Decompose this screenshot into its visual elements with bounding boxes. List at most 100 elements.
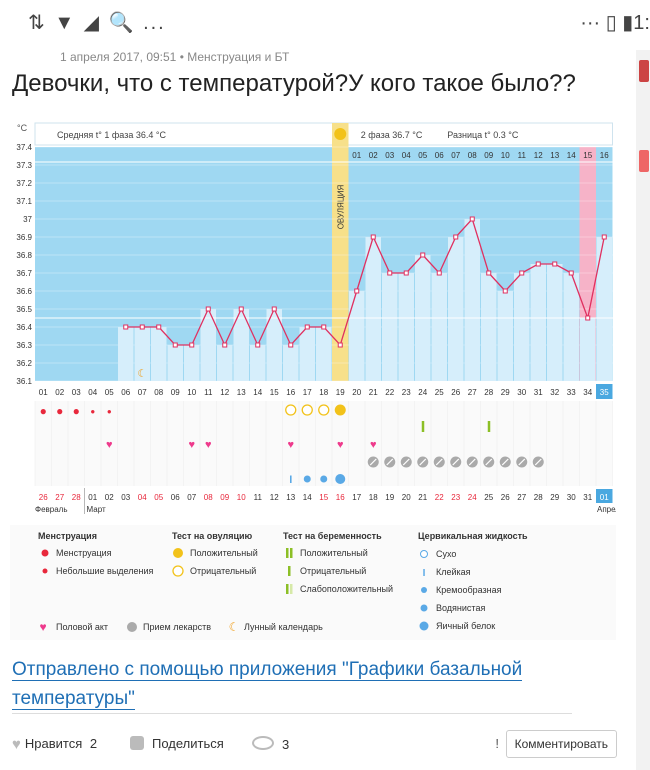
- post-ov-day-label: 09: [484, 151, 493, 160]
- cycle-day-label: 13: [237, 388, 246, 397]
- calendar-date-label: 21: [418, 493, 427, 502]
- mucus-watery-icon: [335, 474, 346, 484]
- temperature-bar: [464, 219, 480, 381]
- cycle-day-label: 29: [501, 388, 510, 397]
- legend-preg-negative-icon: [288, 566, 291, 576]
- temperature-bar: [365, 237, 381, 381]
- temperature-bar: [217, 345, 233, 381]
- legend-preg-weak-icon: [286, 584, 289, 594]
- ov-test-positive-icon: [334, 404, 346, 416]
- temperature-bar: [134, 327, 150, 381]
- temperature-point: [222, 342, 228, 348]
- legend-mucus-dry: Сухо: [436, 549, 456, 559]
- legend-menstruation-icon: [41, 549, 49, 557]
- moon-icon: ☾: [137, 368, 147, 380]
- temperature-point: [585, 315, 591, 321]
- calendar-date-label: 31: [583, 493, 592, 502]
- legend-mucus-dry-icon: [420, 550, 428, 558]
- temperature-bar: [151, 327, 167, 381]
- post-ov-day-label: 03: [385, 151, 394, 160]
- current-date-highlight: [596, 489, 613, 503]
- spotting-drop-icon: ●: [90, 407, 95, 416]
- temperature-point: [321, 324, 327, 330]
- temperature-point: [354, 288, 360, 294]
- intercourse-heart-icon: ♥: [287, 439, 294, 451]
- ov-test-negative-icon: [285, 404, 297, 416]
- medication-icon-slash: [468, 458, 476, 466]
- app-link-text[interactable]: Отправлено с помощью приложения "Графики…: [12, 659, 523, 710]
- calendar-date-label: 01: [600, 493, 609, 502]
- post-actions: ♥ Нравится 2 Поделиться 3 ! Комментироват…: [12, 730, 617, 760]
- like-button[interactable]: ♥ Нравится 2: [12, 736, 97, 753]
- legend-lunar-icon: ☾: [229, 620, 240, 634]
- temperature-bar: [349, 291, 365, 381]
- temperature-bar: [530, 264, 546, 381]
- calendar-date-label: 06: [171, 493, 180, 502]
- temperature-point: [139, 324, 145, 330]
- share-icon: [130, 736, 144, 750]
- temperature-bar: [184, 345, 200, 381]
- medication-icon-slash: [402, 458, 410, 466]
- y-unit: °C: [17, 123, 28, 133]
- calendar-date-label: 13: [286, 493, 295, 502]
- report-icon[interactable]: !: [495, 736, 499, 751]
- post-ov-day-label: 15: [583, 151, 592, 160]
- medication-icon-slash: [435, 458, 443, 466]
- cycle-day-label: 21: [369, 388, 378, 397]
- menstruation-drop-icon: ●: [73, 404, 80, 418]
- intercourse-heart-icon: ♥: [337, 439, 344, 451]
- post-ov-day-label: 11: [518, 151, 527, 160]
- temperature-bar: [118, 327, 134, 381]
- phase2-label: 2 фаза 36.7 °C: [361, 130, 423, 140]
- post-title: Девочки, что с температурой?У кого такое…: [12, 70, 576, 97]
- share-button[interactable]: Поделиться: [130, 736, 224, 751]
- medication-icon-slash: [369, 458, 377, 466]
- mucus-sticky-icon: I: [289, 474, 292, 486]
- temperature-point: [486, 270, 492, 276]
- sidebar-thumb[interactable]: [639, 150, 649, 172]
- temperature-bar: [283, 345, 299, 381]
- calendar-date-label: 18: [369, 493, 378, 502]
- legend-preg-positive-icon: [290, 548, 293, 558]
- cycle-day-label: 16: [286, 388, 295, 397]
- preg-test-negative-icon: [487, 421, 491, 432]
- temperature-bar: [563, 273, 579, 381]
- share-label: Поделиться: [152, 736, 224, 751]
- legend-background: [10, 525, 616, 640]
- temperature-point: [304, 324, 310, 330]
- y-tick-label: 37.1: [16, 197, 32, 206]
- post-ov-day-label: 01: [352, 151, 361, 160]
- spotting-drop-icon: ●: [107, 407, 112, 416]
- comment-button[interactable]: Комментировать: [505, 730, 617, 758]
- post-ov-day-label: 02: [369, 151, 378, 160]
- temperature-point: [205, 306, 211, 312]
- temperature-point: [552, 261, 558, 267]
- sidebar-thumb[interactable]: [639, 60, 649, 82]
- legend-ov-title: Тест на овуляцию: [172, 531, 253, 541]
- y-tick-label: 36.7: [16, 269, 32, 278]
- cycle-day-label: 10: [187, 388, 196, 397]
- temperature-bar: [514, 273, 530, 381]
- like-count: 2: [89, 736, 98, 751]
- app-link[interactable]: Отправлено с помощью приложения "Графики…: [12, 655, 572, 714]
- ov-test-negative-icon: [301, 404, 313, 416]
- y-tick-label: 37: [23, 215, 32, 224]
- post-meta: 1 апреля 2017, 09:51 • Менструация и БТ: [60, 50, 290, 64]
- post-ov-day-label: 13: [550, 151, 559, 160]
- y-tick-label: 36.2: [16, 359, 32, 368]
- temperature-point: [337, 342, 343, 348]
- cycle-day-label: 04: [88, 388, 97, 397]
- temperature-point: [387, 270, 393, 276]
- post-ov-day-label: 16: [600, 151, 609, 160]
- calendar-date-label: 28: [534, 493, 543, 502]
- cycle-day-label: 07: [138, 388, 147, 397]
- temperature-point: [189, 342, 195, 348]
- calendar-date-label: 12: [270, 493, 279, 502]
- post-ov-day-label: 12: [534, 151, 543, 160]
- temperature-point: [519, 270, 525, 276]
- medication-icon-slash: [501, 458, 509, 466]
- calendar-date-label: 19: [385, 493, 394, 502]
- calendar-date-label: 09: [220, 493, 229, 502]
- post-ov-day-label: 04: [402, 151, 411, 160]
- temperature-point: [156, 324, 162, 330]
